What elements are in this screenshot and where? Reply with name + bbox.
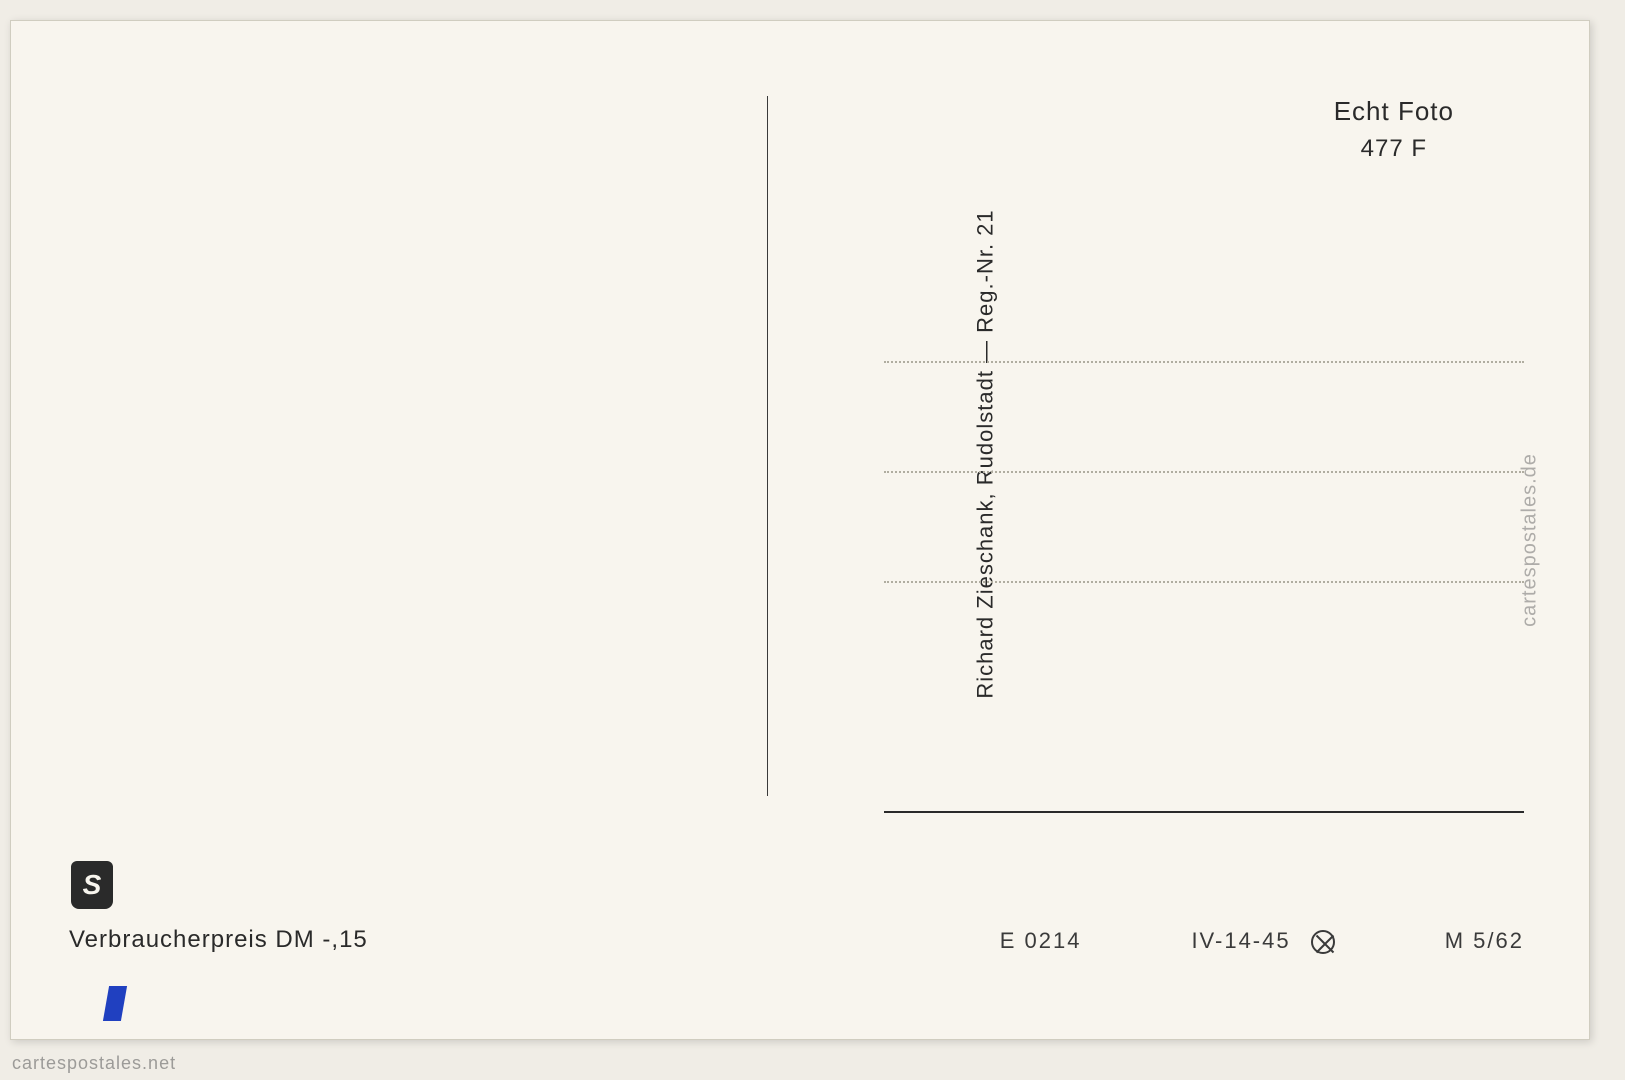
- address-line-3: [884, 581, 1524, 583]
- address-line-4: [884, 811, 1524, 813]
- watermark-bottom: cartespostales.net: [12, 1053, 176, 1074]
- logo-symbol: S: [83, 869, 102, 901]
- blue-ink-mark: [103, 986, 127, 1021]
- photo-label-block: Echt Foto 477 F: [1334, 96, 1454, 163]
- price-label: Verbraucherpreis DM -,15: [69, 926, 368, 954]
- address-line-2: [884, 471, 1524, 473]
- center-divider: [767, 96, 768, 796]
- watermark-right: cartespostales.de: [1519, 453, 1542, 627]
- circle-cross-icon: [1311, 930, 1335, 954]
- address-line-1: [884, 361, 1524, 363]
- bottom-codes-row: E 0214 IV-14-45 M 5/62: [1000, 928, 1524, 954]
- code-iv: IV-14-45: [1191, 928, 1334, 954]
- photo-number: 477 F: [1334, 135, 1454, 163]
- publisher-text: Richard Zieschank, Rudolstadt — Reg.-Nr.…: [973, 209, 999, 698]
- echt-foto-label: Echt Foto: [1334, 96, 1454, 127]
- publisher-logo: S: [71, 861, 113, 909]
- code-m: M 5/62: [1445, 928, 1524, 954]
- code-e: E 0214: [1000, 928, 1082, 954]
- postcard-back: Echt Foto 477 F Richard Zieschank, Rudol…: [10, 20, 1590, 1040]
